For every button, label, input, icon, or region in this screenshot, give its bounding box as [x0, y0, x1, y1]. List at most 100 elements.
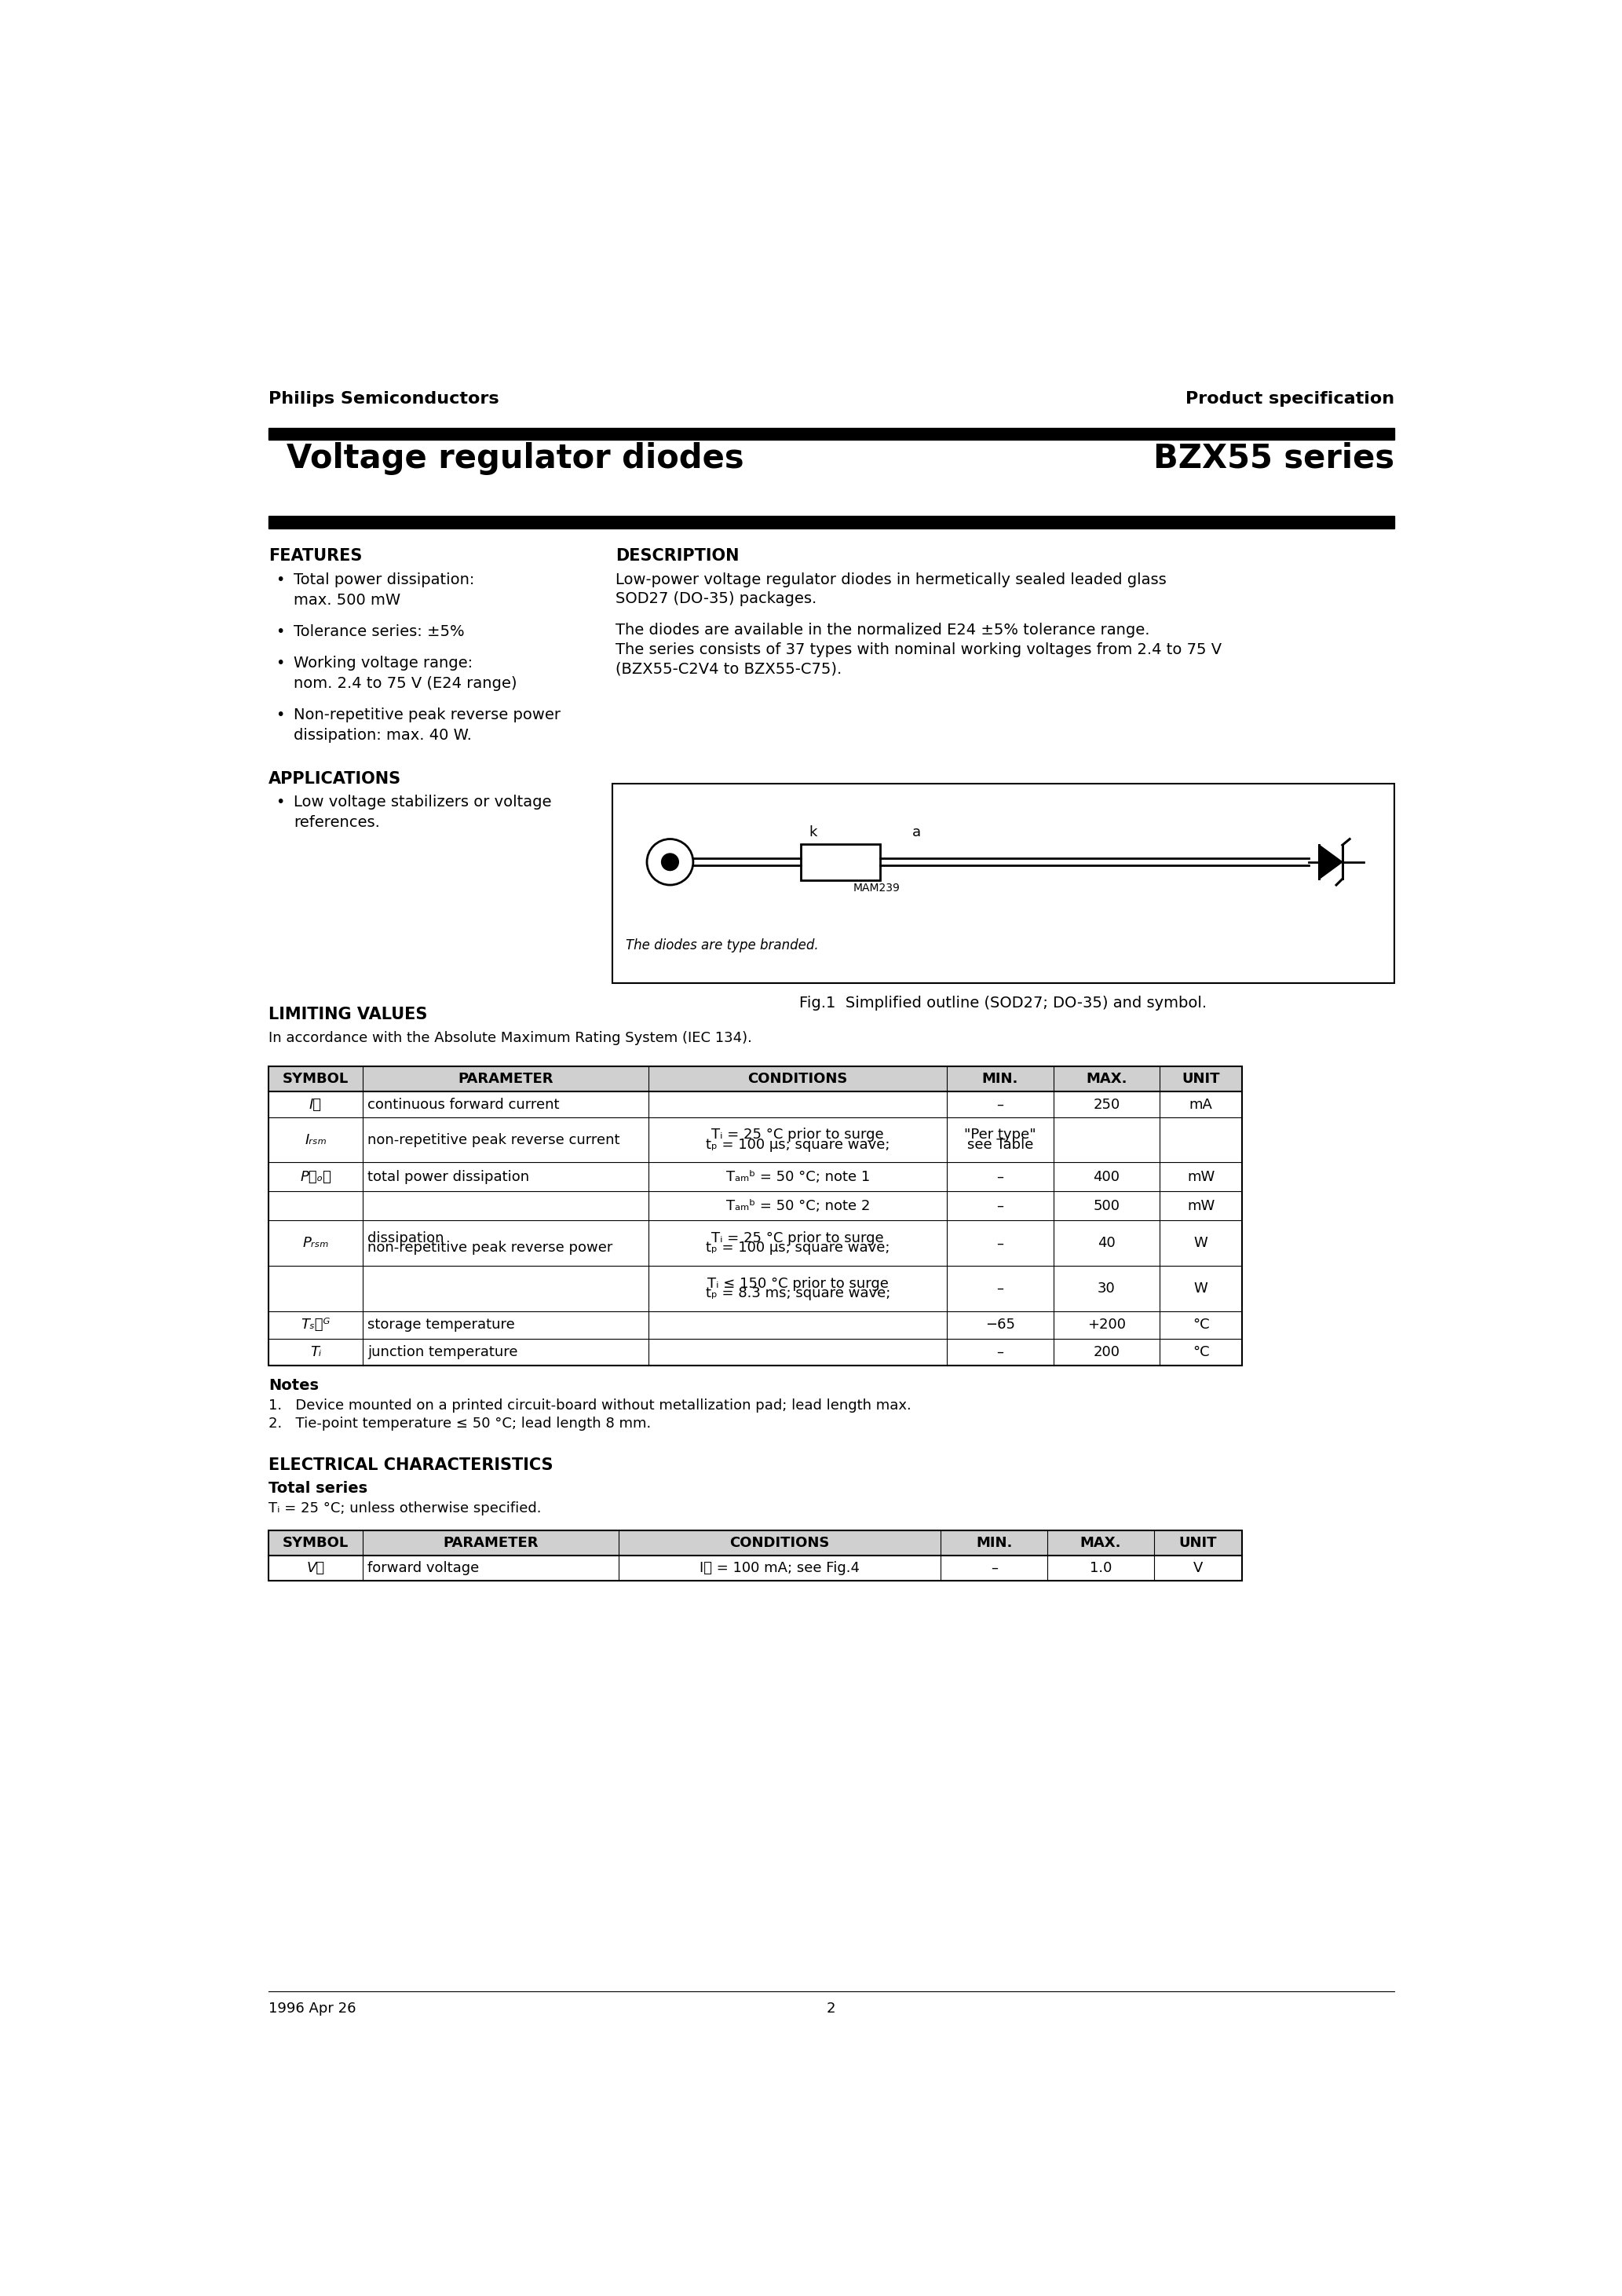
- Text: APPLICATIONS: APPLICATIONS: [269, 771, 401, 788]
- Text: dissipation: dissipation: [368, 1231, 444, 1244]
- Text: I₟: I₟: [310, 1097, 321, 1111]
- Text: nom. 2.4 to 75 V (E24 range): nom. 2.4 to 75 V (E24 range): [294, 675, 517, 691]
- Text: –: –: [996, 1235, 1004, 1251]
- Text: 40: 40: [1098, 1235, 1116, 1251]
- Text: mW: mW: [1187, 1199, 1215, 1212]
- Text: Tᵢ = 25 °C; unless otherwise specified.: Tᵢ = 25 °C; unless otherwise specified.: [269, 1502, 542, 1515]
- Text: –: –: [991, 1561, 998, 1575]
- Text: tₚ = 100 μs; square wave;: tₚ = 100 μs; square wave;: [706, 1137, 890, 1153]
- Text: non-repetitive peak reverse power: non-repetitive peak reverse power: [368, 1242, 613, 1256]
- Text: Low-power voltage regulator diodes in hermetically sealed leaded glass: Low-power voltage regulator diodes in he…: [615, 572, 1166, 588]
- Text: −65: −65: [985, 1318, 1015, 1332]
- Text: Tᵢ ≤ 150 °C prior to surge: Tᵢ ≤ 150 °C prior to surge: [707, 1277, 889, 1290]
- Text: 1.0: 1.0: [1090, 1561, 1111, 1575]
- Text: 250: 250: [1093, 1097, 1121, 1111]
- Text: ELECTRICAL CHARACTERISTICS: ELECTRICAL CHARACTERISTICS: [269, 1458, 553, 1472]
- Text: Notes: Notes: [269, 1378, 318, 1394]
- Text: Tᵢ: Tᵢ: [310, 1345, 321, 1359]
- Text: 2: 2: [827, 2002, 835, 2016]
- Text: Tᵢ = 25 °C prior to surge: Tᵢ = 25 °C prior to surge: [712, 1231, 884, 1244]
- Text: Philips Semiconductors: Philips Semiconductors: [269, 390, 500, 406]
- Text: Tᵢ = 25 °C prior to surge: Tᵢ = 25 °C prior to surge: [712, 1127, 884, 1141]
- Text: forward voltage: forward voltage: [368, 1561, 480, 1575]
- Text: °C: °C: [1192, 1318, 1210, 1332]
- Text: 30: 30: [1098, 1281, 1116, 1295]
- Text: Tₛ₝ᴳ: Tₛ₝ᴳ: [302, 1318, 331, 1332]
- Text: k: k: [809, 827, 817, 840]
- Text: "Per type": "Per type": [963, 1127, 1036, 1141]
- Bar: [269, 517, 1393, 528]
- Text: non-repetitive peak reverse current: non-repetitive peak reverse current: [368, 1132, 620, 1148]
- Text: total power dissipation: total power dissipation: [368, 1171, 529, 1185]
- Text: –: –: [996, 1097, 1004, 1111]
- Bar: [269, 427, 1393, 441]
- Text: DESCRIPTION: DESCRIPTION: [615, 549, 740, 565]
- Text: P₝ₒ₝: P₝ₒ₝: [300, 1171, 331, 1185]
- Text: MIN.: MIN.: [981, 1072, 1019, 1086]
- Text: tₚ = 100 μs; square wave;: tₚ = 100 μs; square wave;: [706, 1242, 890, 1256]
- Text: SYMBOL: SYMBOL: [282, 1536, 349, 1550]
- Text: W: W: [1194, 1281, 1208, 1295]
- Text: The diodes are available in the normalized E24 ±5% tolerance range.: The diodes are available in the normaliz…: [615, 622, 1150, 638]
- Text: MAM239: MAM239: [853, 882, 900, 893]
- Text: °C: °C: [1192, 1345, 1210, 1359]
- Text: PARAMETER: PARAMETER: [457, 1072, 553, 1086]
- Text: LIMITING VALUES: LIMITING VALUES: [269, 1006, 427, 1022]
- Text: Iᵣₛₘ: Iᵣₛₘ: [305, 1132, 326, 1148]
- Text: Working voltage range:: Working voltage range:: [294, 657, 474, 670]
- Text: W: W: [1194, 1235, 1208, 1251]
- Text: Low voltage stabilizers or voltage: Low voltage stabilizers or voltage: [294, 794, 551, 810]
- Text: SYMBOL: SYMBOL: [282, 1072, 349, 1086]
- Text: mA: mA: [1189, 1097, 1213, 1111]
- Text: see Table: see Table: [967, 1137, 1033, 1153]
- Text: MIN.: MIN.: [976, 1536, 1012, 1550]
- Text: Tₐₘᵇ = 50 °C; note 2: Tₐₘᵇ = 50 °C; note 2: [725, 1199, 869, 1212]
- Text: 1.   Device mounted on a printed circuit-board without metallization pad; lead l: 1. Device mounted on a printed circuit-b…: [269, 1398, 912, 1412]
- Text: V₟: V₟: [307, 1561, 324, 1575]
- Text: –: –: [996, 1281, 1004, 1295]
- Text: MAX.: MAX.: [1087, 1072, 1127, 1086]
- Bar: [801, 845, 881, 879]
- Text: MAX.: MAX.: [1080, 1536, 1121, 1550]
- Text: Tₐₘᵇ = 50 °C; note 1: Tₐₘᵇ = 50 °C; note 1: [727, 1171, 869, 1185]
- Text: UNIT: UNIT: [1182, 1072, 1220, 1086]
- Text: –: –: [996, 1345, 1004, 1359]
- Text: CONDITIONS: CONDITIONS: [748, 1072, 848, 1086]
- Text: In accordance with the Absolute Maximum Rating System (IEC 134).: In accordance with the Absolute Maximum …: [269, 1031, 753, 1045]
- Text: –: –: [996, 1171, 1004, 1185]
- Text: •: •: [276, 707, 285, 723]
- Text: a: a: [912, 827, 921, 840]
- Text: SOD27 (DO-35) packages.: SOD27 (DO-35) packages.: [615, 592, 816, 606]
- Text: Non-repetitive peak reverse power: Non-repetitive peak reverse power: [294, 707, 561, 723]
- Text: UNIT: UNIT: [1179, 1536, 1216, 1550]
- Text: Voltage regulator diodes: Voltage regulator diodes: [287, 441, 744, 475]
- Text: 200: 200: [1093, 1345, 1119, 1359]
- Text: BZX55 series: BZX55 series: [1153, 441, 1393, 475]
- Text: storage temperature: storage temperature: [368, 1318, 516, 1332]
- Bar: [611, 783, 1393, 983]
- Text: 1996 Apr 26: 1996 Apr 26: [269, 2002, 355, 2016]
- Bar: [269, 1065, 1242, 1366]
- Text: tₚ = 8.3 ms; square wave;: tₚ = 8.3 ms; square wave;: [706, 1286, 890, 1300]
- Text: –: –: [996, 1199, 1004, 1212]
- Bar: [269, 1529, 1242, 1554]
- Text: Pᵣₛₘ: Pᵣₛₘ: [302, 1235, 329, 1251]
- Text: max. 500 mW: max. 500 mW: [294, 592, 401, 608]
- Text: mW: mW: [1187, 1171, 1215, 1185]
- Text: •: •: [276, 625, 285, 638]
- Bar: [269, 1065, 1242, 1093]
- Text: PARAMETER: PARAMETER: [443, 1536, 539, 1550]
- Text: FEATURES: FEATURES: [269, 549, 362, 565]
- Text: The diodes are type branded.: The diodes are type branded.: [626, 939, 819, 953]
- Text: references.: references.: [294, 815, 380, 831]
- Text: Total power dissipation:: Total power dissipation:: [294, 572, 475, 588]
- Circle shape: [662, 854, 678, 870]
- Text: I₟ = 100 mA; see Fig.4: I₟ = 100 mA; see Fig.4: [699, 1561, 860, 1575]
- Polygon shape: [1319, 845, 1343, 879]
- Text: junction temperature: junction temperature: [368, 1345, 517, 1359]
- Text: (BZX55-C2V4 to BZX55-C75).: (BZX55-C2V4 to BZX55-C75).: [615, 661, 842, 677]
- Bar: [269, 1529, 1242, 1582]
- Text: Tolerance series: ±5%: Tolerance series: ±5%: [294, 625, 466, 638]
- Text: •: •: [276, 657, 285, 670]
- Text: 400: 400: [1093, 1171, 1119, 1185]
